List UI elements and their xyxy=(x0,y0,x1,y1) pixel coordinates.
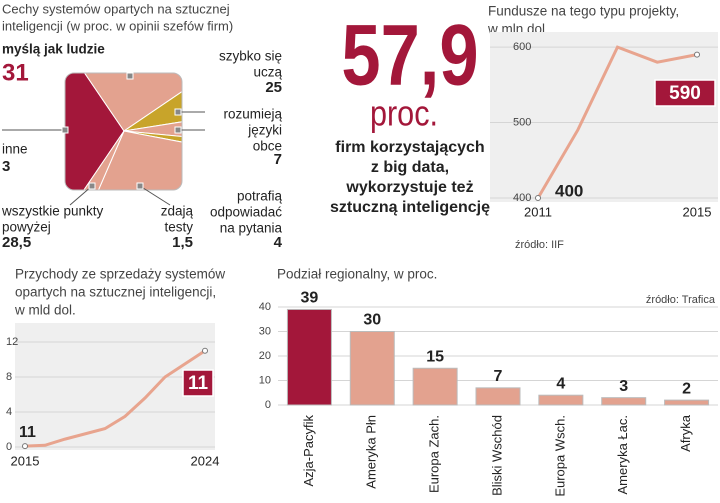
end-point xyxy=(202,347,208,354)
leader-line xyxy=(69,185,93,206)
big-number: 57,9 xyxy=(341,7,478,103)
leader-dot xyxy=(136,182,144,190)
chart-title: inteligencji (w proc. w opinii szefów fi… xyxy=(2,18,233,33)
y-tick-label: 12 xyxy=(6,336,18,348)
slice-value: 1,5 xyxy=(172,234,193,251)
value-label: 400 xyxy=(555,181,583,200)
y-tick-label: 30 xyxy=(259,325,271,337)
y-tick-label: 4 xyxy=(6,406,12,418)
y-tick-label: 0 xyxy=(265,399,271,411)
x-tick-label: Europa Wsch. xyxy=(552,415,567,497)
big-unit: proc. xyxy=(370,94,438,134)
bar xyxy=(601,397,647,406)
x-tick-label: 2015 xyxy=(683,204,712,219)
y-tick-label: 20 xyxy=(259,350,271,362)
highlight-text: sztuczną inteligencję xyxy=(330,199,490,216)
y-tick-label: 40 xyxy=(259,301,271,313)
x-tick-label: 2015 xyxy=(11,453,40,468)
bar xyxy=(412,367,458,406)
line xyxy=(24,349,206,448)
slice-value: 25 xyxy=(265,79,282,96)
highlight-text: wykorzystuje też xyxy=(345,179,473,196)
slice-label: inne xyxy=(2,142,28,157)
slice-label: rozumieją xyxy=(223,107,282,122)
leader-dot xyxy=(126,72,134,80)
slice-label: obce xyxy=(253,139,282,154)
value-label: 15 xyxy=(426,348,444,365)
value-label: 30 xyxy=(363,312,381,329)
slice-value: 3 xyxy=(2,158,10,175)
chart-title: w mld dol. xyxy=(14,303,76,318)
slice-label: powyżej xyxy=(2,220,51,235)
bar xyxy=(286,308,332,406)
highlight-text: z big data, xyxy=(371,159,449,176)
value-label: 4 xyxy=(556,375,565,392)
x-tick-label: 2024 xyxy=(191,453,220,468)
pie-slice xyxy=(75,130,182,190)
value-label: 590 xyxy=(669,83,701,104)
plot-background xyxy=(15,323,215,450)
leader-dot xyxy=(174,126,182,134)
y-tick-label: 10 xyxy=(259,374,271,386)
chart-title: opartych na sztucznej inteligencji, xyxy=(15,285,216,300)
pie-slice xyxy=(123,73,182,132)
slice-value: 28,5 xyxy=(2,234,31,251)
slice-label: testy xyxy=(164,220,193,235)
source: źródło: Trafica xyxy=(646,294,716,306)
slice-label: języki xyxy=(247,123,282,138)
y-tick-label: 600 xyxy=(513,41,531,53)
y-tick-label: 8 xyxy=(6,371,12,383)
slice-label: myślą jak ludzie xyxy=(2,42,105,57)
x-tick-label: Ameryka Płn xyxy=(364,415,379,489)
y-tick-label: 500 xyxy=(513,116,531,128)
bar xyxy=(664,399,710,406)
x-tick-label: Bliski Wschód xyxy=(489,415,504,496)
x-tick-label: Europa Zach. xyxy=(427,415,442,493)
slice-value: 7 xyxy=(274,151,282,168)
leader-line xyxy=(139,185,171,206)
slice-value: 31 xyxy=(2,59,29,86)
slice-label: potrafią xyxy=(237,189,283,204)
end-point xyxy=(22,443,28,450)
slice-label: odpowiadać xyxy=(210,205,282,220)
slice-label: na pytania xyxy=(220,221,283,236)
value-label: 3 xyxy=(619,378,628,395)
line xyxy=(536,45,698,199)
leader-dot xyxy=(88,182,96,190)
chart-title: Przychody ze sprzedaży systemów xyxy=(15,267,225,282)
plot-background xyxy=(490,32,718,202)
chart-title: Cechy systemów opartych na sztucznej xyxy=(2,1,230,16)
slice-label: uczą xyxy=(253,65,282,80)
end-point xyxy=(694,51,700,58)
value-label: 39 xyxy=(301,290,319,307)
bar xyxy=(349,331,395,406)
value-box xyxy=(182,369,214,397)
y-tick-label: 0 xyxy=(6,441,12,453)
slice-label: wszystkie punkty xyxy=(1,204,104,219)
x-tick-label: Afryka xyxy=(678,414,693,452)
chart-title: Fundusze na tego typu projekty, xyxy=(488,4,679,19)
x-tick-label: 2011 xyxy=(524,204,552,219)
slice-label: szybko się xyxy=(219,49,282,64)
leader-dot xyxy=(61,126,69,134)
annotation: 11 xyxy=(19,424,36,441)
bar xyxy=(475,387,521,406)
x-tick-label: Ameryka Łac. xyxy=(615,415,630,494)
value-box xyxy=(654,79,716,107)
value-label: 2 xyxy=(682,380,691,397)
bar xyxy=(538,394,584,406)
y-tick-label: 400 xyxy=(513,192,531,204)
value-label: 7 xyxy=(494,368,503,385)
x-tick-label: Azja-Pacyfik xyxy=(301,415,316,487)
highlight-text: firm korzystających xyxy=(335,139,484,156)
leader-dot xyxy=(174,108,182,116)
chart-title: Podział regionalny, w proc. xyxy=(277,267,437,282)
slice-value: 4 xyxy=(274,234,283,251)
slice-label: zdają xyxy=(161,204,194,219)
source: źródło: IIF xyxy=(515,239,564,251)
end-point xyxy=(535,195,541,201)
value-label: 11 xyxy=(188,373,209,394)
